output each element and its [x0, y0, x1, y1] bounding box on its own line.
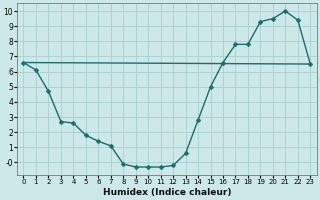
X-axis label: Humidex (Indice chaleur): Humidex (Indice chaleur) — [103, 188, 231, 197]
